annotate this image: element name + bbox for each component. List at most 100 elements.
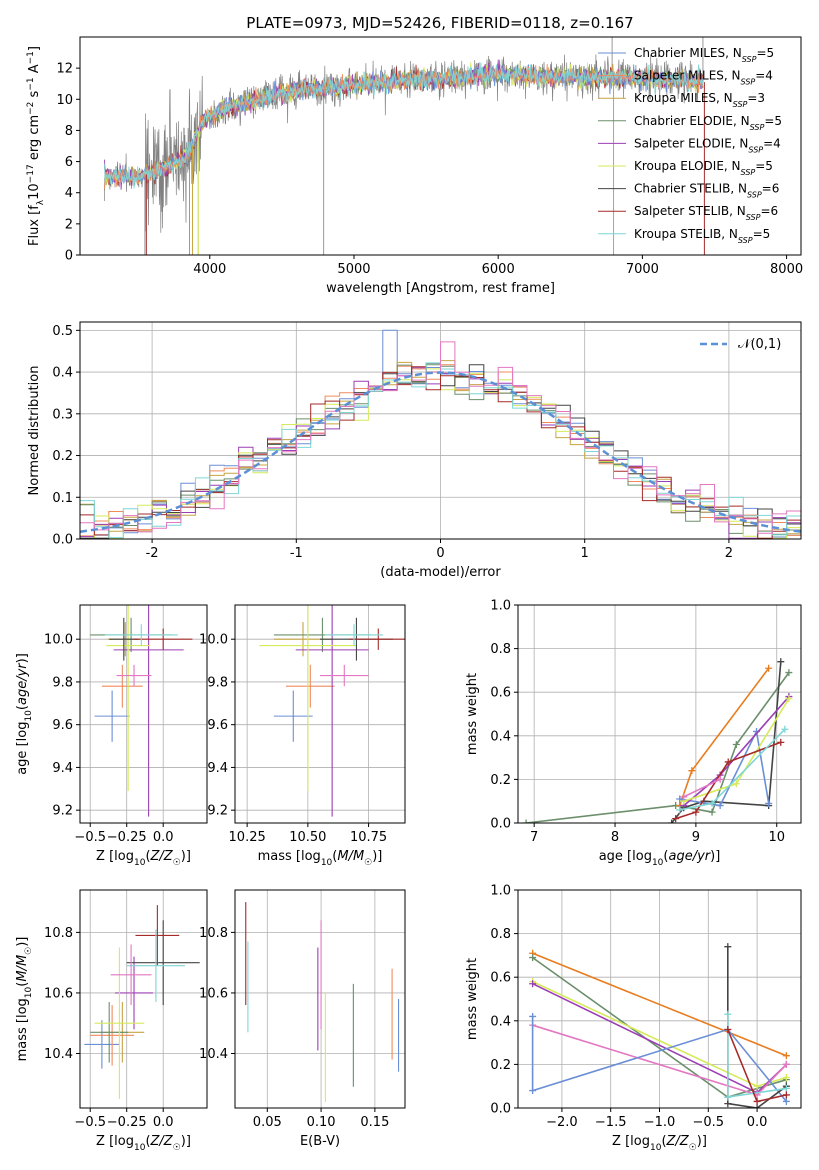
axes-mass_vs_ebv: 0.05 0.10 0.15 10.4 10.6 10.8 E(B-V) bbox=[199, 889, 406, 1149]
x-label-part: E(B-V) bbox=[300, 1134, 340, 1149]
plot-area bbox=[235, 890, 405, 1108]
y-tick-label: 9.6 bbox=[207, 718, 228, 733]
marker-chabrier_miles bbox=[676, 795, 684, 803]
legend-sub: SSP bbox=[738, 235, 753, 244]
y-label-part: )] bbox=[15, 653, 30, 663]
y-label-part: −2 bbox=[26, 102, 36, 115]
marker-kroupa_stelib bbox=[724, 1010, 732, 1018]
x-tick-label: 0.0 bbox=[747, 1115, 768, 1130]
x-axis-label: wavelength [Angstrom, rest frame] bbox=[326, 281, 555, 296]
marker-salpeter_stelib bbox=[724, 1026, 732, 1034]
y-label-part: ] bbox=[27, 46, 42, 51]
marker-chabrier_stelib bbox=[753, 1104, 761, 1108]
plot-area bbox=[518, 890, 801, 1108]
y-tick-label: 12 bbox=[56, 62, 73, 77]
x-tick-label: 5000 bbox=[337, 262, 370, 277]
y-tick-label: 0.4 bbox=[52, 366, 73, 381]
y-tick-label: 0.6 bbox=[490, 971, 511, 986]
legend-text: Chabrier MILES, N bbox=[634, 46, 742, 60]
x-tick-label: 0.15 bbox=[360, 1115, 389, 1130]
legend-value: =5 bbox=[755, 159, 773, 173]
y-label-part: )] bbox=[15, 937, 30, 947]
x-tick-label: 10.50 bbox=[289, 830, 326, 845]
legend-label: Kroupa MILES, NSSP=3 bbox=[634, 91, 765, 109]
marker-chabrier_miles bbox=[782, 1097, 790, 1105]
y-axis-label: mass weight bbox=[465, 673, 480, 755]
marker-chabrier_stelib bbox=[724, 1100, 732, 1108]
x-axis-label: age [log10(age/yr)] bbox=[599, 849, 721, 868]
legend-label: Kroupa STELIB, NSSP=5 bbox=[634, 227, 770, 245]
y-tick-label: 9.4 bbox=[207, 761, 228, 776]
axes-frame bbox=[517, 604, 802, 824]
y-label-part: erg cm bbox=[27, 115, 42, 164]
y-tick-label: 0.3 bbox=[52, 407, 73, 422]
series-chabrier_stelib bbox=[670, 661, 782, 823]
marker-chabrier_miles bbox=[765, 799, 773, 807]
x-tick-label: −0.5 bbox=[74, 830, 106, 845]
legend-text: Salpeter ELODIE, N bbox=[634, 136, 748, 150]
marker-chabrier_elodie bbox=[708, 808, 716, 816]
y-tick-label: 10 bbox=[56, 93, 73, 108]
y-axis-label: mass weight bbox=[465, 958, 480, 1040]
legend-text: Kroupa STELIB, N bbox=[634, 227, 738, 241]
legend-value: =3 bbox=[747, 91, 765, 105]
x-label-part: )] bbox=[710, 849, 720, 864]
legend-value: =4 bbox=[755, 69, 773, 83]
y-tick-label: 0.4 bbox=[490, 729, 511, 744]
x-axis-label: E(B-V) bbox=[300, 1134, 340, 1149]
legend-sub: SSP bbox=[733, 100, 748, 109]
y-label-part: Flux [f bbox=[27, 205, 42, 246]
y-label-part: −1 bbox=[26, 77, 36, 90]
marker-chabrier_elodie bbox=[785, 669, 793, 677]
marker-pink_line bbox=[680, 793, 688, 801]
y-label-part: age [log bbox=[15, 722, 30, 775]
x-label-part: )] bbox=[181, 1134, 191, 1149]
y-label-part: ☉ bbox=[24, 947, 34, 955]
figure-title: PLATE=0973, MJD=52426, FIBERID=0118, z=0… bbox=[246, 14, 633, 32]
y-label-part: ( bbox=[15, 982, 30, 987]
x-label-part: ( bbox=[145, 849, 150, 864]
x-tick-label: 2 bbox=[725, 546, 733, 561]
y-label-part: ( bbox=[15, 705, 30, 710]
y-label-part: −1 bbox=[26, 51, 36, 64]
y-label-part: age/yr bbox=[15, 662, 30, 705]
x-tick-label: −0.5 bbox=[74, 1115, 106, 1130]
marker-pink_line bbox=[716, 775, 724, 783]
axes-frame bbox=[79, 604, 208, 824]
marker-kroupa_elodie bbox=[753, 1082, 761, 1090]
axes-age_vs_Z: −0.5 −0.25 0.09.29.49.69.810.0Z [log10(Z/Z… bbox=[15, 604, 208, 868]
marker-salpeter_stelib bbox=[672, 815, 680, 823]
axes-frame bbox=[79, 889, 208, 1109]
x-axis-label: (data-model)/error bbox=[380, 565, 501, 580]
axes-frame bbox=[234, 889, 406, 1109]
x-tick-label: 8000 bbox=[770, 262, 803, 277]
marker-kroupa_elodie bbox=[782, 1073, 790, 1081]
x-label-part: M/M bbox=[337, 849, 364, 864]
x-tick-label: −1.0 bbox=[644, 1115, 676, 1130]
y-tick-label: 10.6 bbox=[44, 986, 73, 1001]
y-tick-label: 10.8 bbox=[199, 926, 228, 941]
legend-text: Chabrier STELIB, N bbox=[634, 182, 747, 196]
x-label-part: mass [log bbox=[258, 849, 321, 864]
y-tick-label: 1.0 bbox=[490, 599, 511, 614]
x-tick-label: 1 bbox=[581, 546, 589, 561]
y-label-part: −17 bbox=[26, 164, 36, 183]
x-label-part: ☉ bbox=[173, 858, 181, 868]
x-label-part: Z/Z bbox=[666, 1134, 690, 1149]
marker-salpeter_elodie bbox=[529, 980, 537, 988]
marker-salpeter_stelib bbox=[777, 738, 785, 746]
x-tick-label: 9 bbox=[692, 830, 700, 845]
x-tick-label: 10.75 bbox=[350, 830, 387, 845]
y-tick-label: 8 bbox=[65, 124, 73, 139]
plot-area bbox=[518, 605, 801, 823]
marker-salpeter_stelib bbox=[782, 1091, 790, 1099]
axes-frame bbox=[79, 36, 802, 256]
y-tick-label: 0.1 bbox=[52, 491, 73, 506]
y-tick-label: 0 bbox=[65, 249, 73, 264]
x-label-part: ☉ bbox=[364, 858, 372, 868]
series-chabrier_elodie bbox=[526, 672, 790, 823]
marker-chabrier_stelib bbox=[777, 658, 785, 666]
y-tick-label: 0.8 bbox=[490, 927, 511, 942]
